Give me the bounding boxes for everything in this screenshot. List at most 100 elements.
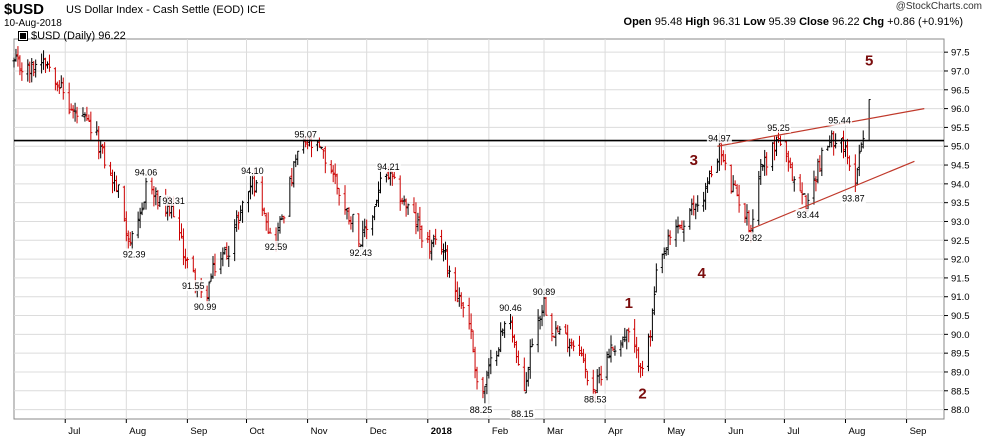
ohlc-bar xyxy=(481,376,485,399)
ohlc-bar xyxy=(814,176,818,192)
ohlc-bar xyxy=(455,281,459,303)
ohlc-bar xyxy=(516,350,520,366)
wave-label: 1 xyxy=(625,295,633,312)
legend-label: $USD (Daily) 96.22 xyxy=(31,30,126,42)
ohlc-bar xyxy=(239,205,243,221)
ohlc-bar xyxy=(219,251,223,275)
legend-swatch xyxy=(18,31,28,41)
x-tick-label: May xyxy=(667,426,685,437)
ohlc-bar xyxy=(40,53,44,74)
price-label-bg xyxy=(133,166,159,178)
ohlc-bar xyxy=(483,385,487,404)
ohlc-bar xyxy=(28,61,32,83)
ohlc-bar xyxy=(579,346,583,357)
ohlc-bar xyxy=(544,296,548,316)
ohlc-bar xyxy=(223,246,227,255)
open-value: 95.48 xyxy=(654,16,683,28)
ohlc-bar xyxy=(735,184,739,197)
ohlc-bar xyxy=(857,144,861,177)
ohlc-bar xyxy=(69,103,73,111)
ohlc-bar xyxy=(71,105,75,119)
plot-area xyxy=(13,38,945,420)
ohlc-bar xyxy=(87,114,91,123)
ohlc-bar xyxy=(501,328,505,336)
ohlc-bar xyxy=(138,207,142,229)
ohlc-bar xyxy=(57,80,61,94)
ohlc-bar xyxy=(788,157,792,169)
ohlc-bar xyxy=(485,370,489,395)
ohlc-bar xyxy=(554,321,558,347)
ohlc-bar xyxy=(221,247,225,267)
ohlc-bar xyxy=(459,292,463,309)
ohlc-bar xyxy=(347,207,351,225)
ohlc-bar xyxy=(558,326,562,335)
price-label-bg xyxy=(293,128,319,140)
ohlc-bar xyxy=(442,243,446,262)
x-tick-label: Jun xyxy=(728,426,743,437)
ohlc-bar xyxy=(867,99,871,141)
ohlc-bar xyxy=(414,202,418,235)
ohlc-bar xyxy=(715,158,719,173)
price-label-bg xyxy=(582,393,608,405)
ohlc-bar xyxy=(802,193,806,195)
ohlc-bar xyxy=(733,180,737,187)
price-label: 93.87 xyxy=(842,194,865,204)
y-tick-label: 91.5 xyxy=(951,273,970,284)
price-label-bg xyxy=(375,160,401,172)
ohlc-bar xyxy=(140,202,144,216)
y-tick-label: 88.5 xyxy=(951,386,970,397)
price-label-bg xyxy=(498,302,524,314)
ohlc-bar xyxy=(73,102,77,122)
y-axis: 97.5 97.0 96.5 96.0 95.5 95.0 94.5 94.0 93.5 93.0… xyxy=(944,48,970,416)
ohlc-bar xyxy=(843,141,847,157)
ohlc-bar xyxy=(708,170,712,185)
price-label-bg xyxy=(161,194,187,206)
price-label-bg xyxy=(827,114,853,126)
y-tick-label: 92.5 xyxy=(951,236,970,247)
price-label: 91.55 xyxy=(182,281,205,291)
ohlc-bar xyxy=(692,195,696,216)
price-label-bg xyxy=(531,285,557,297)
price-label-bg xyxy=(765,121,791,133)
price-label-bg xyxy=(192,301,218,313)
ohlc-bar xyxy=(800,182,804,205)
ohlc-bar xyxy=(97,126,101,160)
low-value: 95.39 xyxy=(768,16,797,28)
ohlc-bar xyxy=(59,75,63,89)
ohlc-bar xyxy=(737,184,741,213)
ohlc-bar xyxy=(152,186,156,207)
price-label: 95.07 xyxy=(294,130,317,140)
ohlc-bar xyxy=(723,154,727,171)
ohlc-bar xyxy=(233,219,237,262)
ohlc-bar xyxy=(828,135,832,148)
x-tick-label: Aug xyxy=(129,426,146,437)
ohlc-bar xyxy=(830,130,834,148)
ohlc-bar xyxy=(607,348,611,359)
ohlc-bar xyxy=(461,301,465,318)
y-tick-label: 96.5 xyxy=(951,85,970,96)
ohlc-bar xyxy=(528,339,532,379)
ohlc-bar xyxy=(225,242,229,260)
chg-value: +0.86 (+0.91%) xyxy=(887,16,963,28)
price-label: 93.31 xyxy=(162,196,185,206)
ohlc-bar xyxy=(20,62,24,81)
x-tick-label: Feb xyxy=(492,426,508,437)
y-tick-label: 90.0 xyxy=(951,330,970,341)
ohlc-bar xyxy=(763,149,767,176)
ohlc-bar xyxy=(365,219,369,240)
ohlc-bar xyxy=(556,325,560,333)
ohlc-bar xyxy=(426,231,430,243)
ohlc-bar xyxy=(116,184,120,198)
wave-label: 5 xyxy=(865,52,873,69)
ohlc-bar xyxy=(522,357,526,392)
ohlc-bar xyxy=(652,286,656,316)
ohlc-bar xyxy=(775,136,779,156)
ohlc-bar xyxy=(254,179,258,193)
ohlc-bar xyxy=(786,150,790,172)
price-label: 92.59 xyxy=(265,242,288,252)
chg-label: Chg xyxy=(862,16,885,28)
ohlc-bar xyxy=(729,164,733,194)
ohlc-bar xyxy=(627,327,631,343)
ohlc-bar xyxy=(676,216,680,234)
y-tick-label: 95.5 xyxy=(951,123,970,134)
